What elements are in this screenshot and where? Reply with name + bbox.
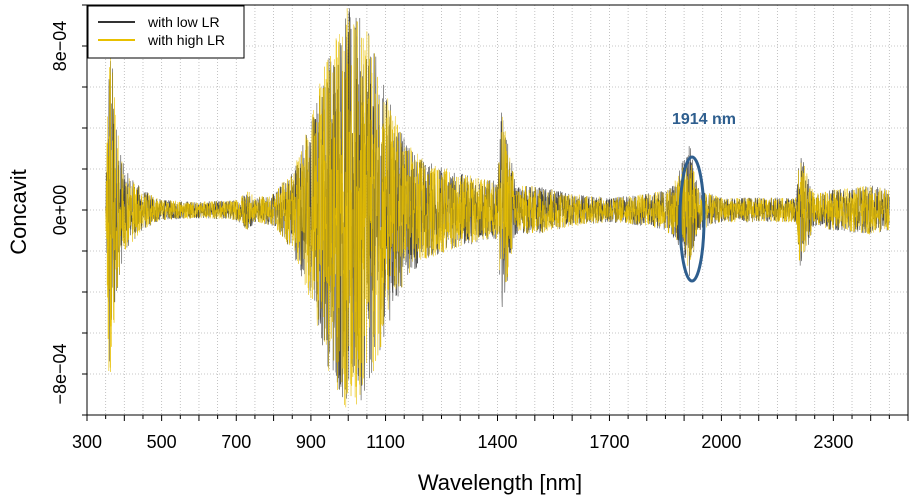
series-line-high-lr: [105, 8, 890, 408]
x-tick-label: 500: [147, 432, 177, 452]
x-tick-label: 1400: [477, 432, 517, 452]
x-tick-label: 2000: [701, 432, 741, 452]
y-tick-label: −8e−04: [50, 343, 70, 404]
legend-box: [87, 5, 245, 59]
legend: with low LR with high LR: [87, 5, 245, 59]
y-axis: −8e−04 0e+00 8e−04: [50, 4, 87, 416]
series-layer: [105, 8, 890, 408]
x-tick-label: 700: [221, 432, 251, 452]
x-axis-title: Wavelength [nm]: [418, 470, 582, 495]
x-tick-label: 300: [72, 432, 102, 452]
y-tick-label: 8e−04: [50, 21, 70, 72]
x-axis: 300 500 700 900 1100 1400 1700 2000 2300: [72, 415, 909, 452]
y-tick-label: 0e+00: [50, 185, 70, 236]
y-axis-title: Concavit: [6, 169, 31, 255]
legend-label-high-lr: with high LR: [147, 32, 225, 48]
legend-label-low-lr: with low LR: [147, 14, 220, 30]
x-tick-label: 2300: [813, 432, 853, 452]
annotation-1914nm: 1914 nm: [672, 111, 736, 283]
x-tick-label: 1100: [366, 432, 405, 452]
annotation-ellipse: [678, 155, 706, 283]
x-tick-label: 1700: [589, 432, 629, 452]
annotation-label: 1914 nm: [672, 111, 736, 128]
x-tick-label: 900: [296, 432, 326, 452]
